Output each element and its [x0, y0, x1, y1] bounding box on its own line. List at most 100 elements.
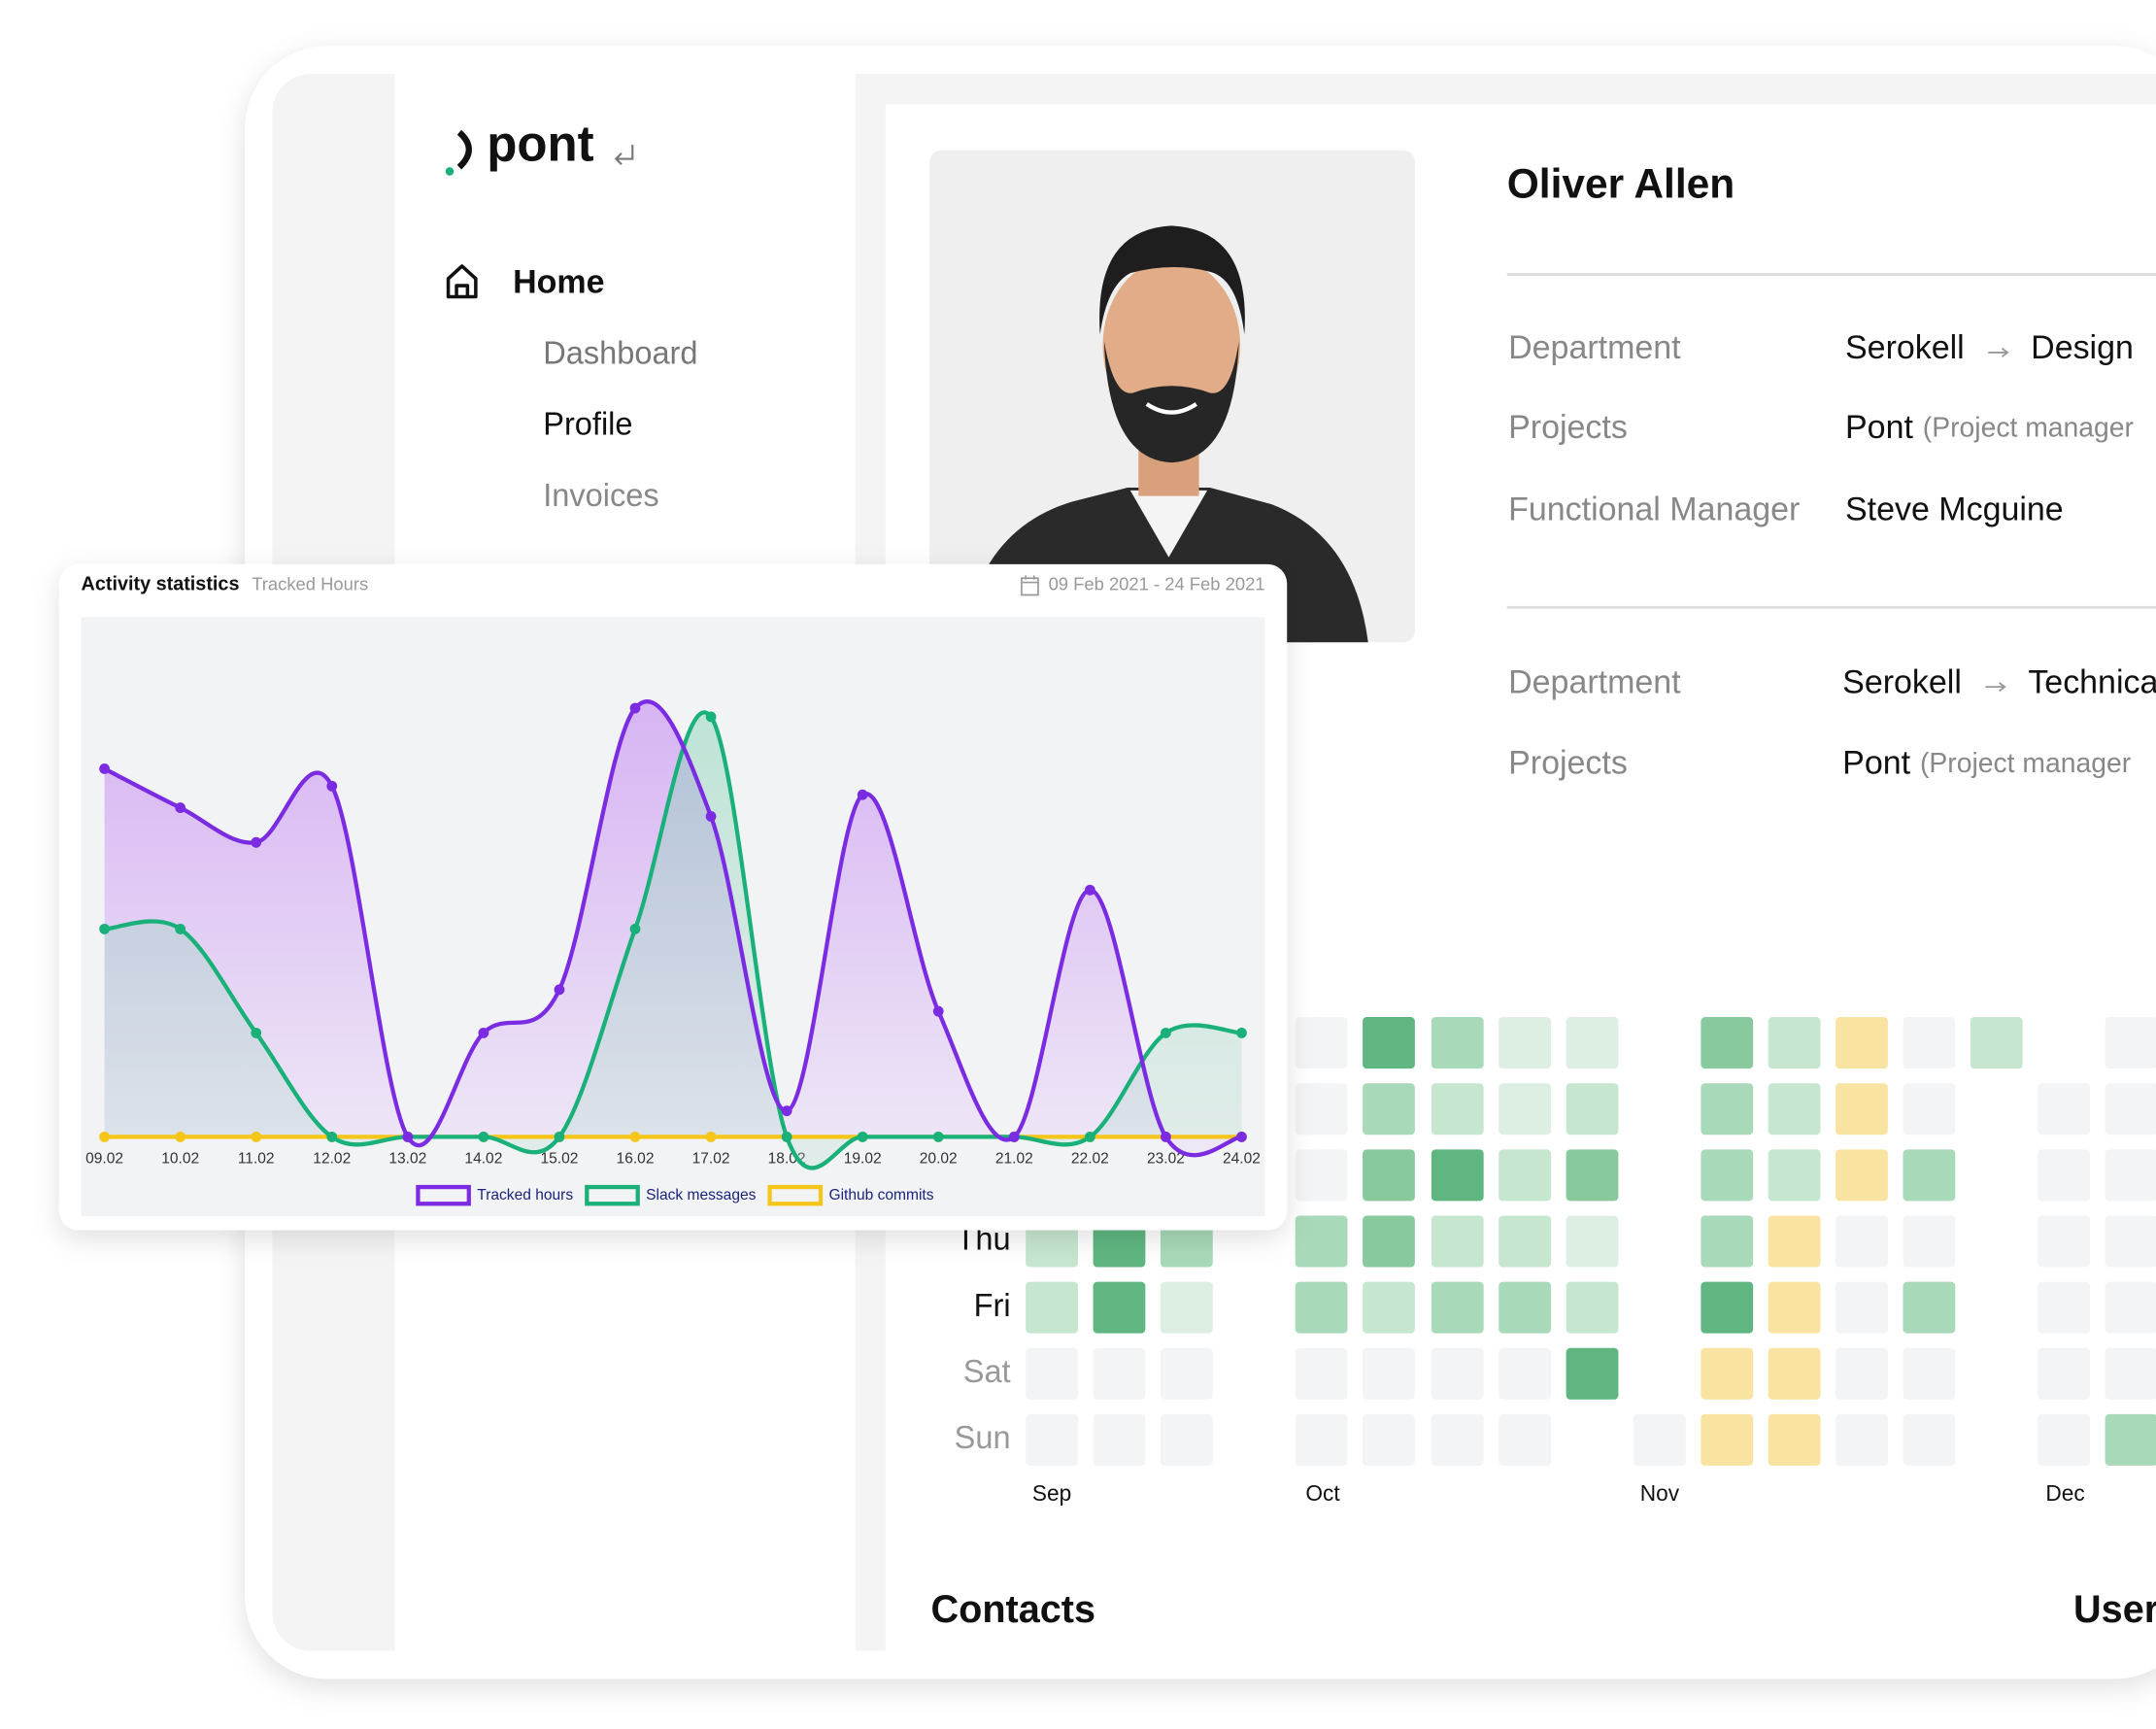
data-point — [175, 1131, 186, 1142]
logo-arrow — [614, 145, 634, 166]
data-point — [857, 1131, 868, 1142]
heatmap-cell — [1499, 1413, 1552, 1466]
data-point — [705, 1131, 717, 1142]
heatmap-cell — [1363, 1281, 1415, 1334]
data-point — [1236, 1131, 1247, 1142]
logo-mark — [456, 129, 472, 170]
heatmap-cell — [1701, 1347, 1754, 1400]
field-extra: (Project manager — [1923, 412, 2135, 443]
data-point — [629, 1131, 641, 1142]
heatmap-cell — [1566, 1083, 1619, 1136]
nav-item[interactable]: Dashboard — [543, 334, 697, 370]
heatmap-cell — [1160, 1347, 1213, 1400]
heatmap-cell — [1026, 1281, 1078, 1334]
legend-label[interactable]: Github commits — [828, 1187, 933, 1204]
x-tick-label: 24.02 — [1223, 1150, 1261, 1167]
section-title: Contacts — [931, 1588, 1096, 1631]
heatmap-cell — [2105, 1215, 2156, 1268]
heatmap-cell — [1093, 1281, 1146, 1334]
card-subtitle: Tracked Hours — [252, 573, 368, 593]
heatmap-cell — [1836, 1083, 1888, 1136]
heatmap-cell — [2038, 1083, 2091, 1136]
field-value: Pont — [1842, 744, 1910, 781]
legend-swatch[interactable] — [585, 1184, 640, 1206]
x-tick-label: 23.02 — [1147, 1150, 1185, 1167]
heatmap-cell — [1499, 1083, 1552, 1136]
legend-label[interactable]: Slack messages — [646, 1187, 756, 1204]
heatmap-cell — [1160, 1413, 1213, 1466]
x-tick-label: 13.02 — [388, 1150, 426, 1167]
heatmap-cell — [1970, 1017, 2023, 1069]
heatmap-cell — [1566, 1215, 1619, 1268]
heatmap-cell — [1768, 1281, 1821, 1334]
heatmap-cell — [1701, 1017, 1754, 1069]
legend-swatch[interactable] — [416, 1184, 471, 1206]
nav-item[interactable]: Profile — [543, 405, 632, 441]
heatmap-cell — [2105, 1083, 2156, 1136]
heatmap-cell — [1295, 1413, 1348, 1466]
heatmap-cell — [1768, 1413, 1821, 1466]
nav-item[interactable]: Invoices — [543, 477, 658, 513]
data-point — [175, 802, 186, 814]
month-label: Dec — [2045, 1480, 2084, 1506]
heatmap-cell — [2105, 1347, 2156, 1400]
month-label: Oct — [1305, 1480, 1340, 1506]
heatmap-cell — [1566, 1017, 1619, 1069]
field-label: Department — [1508, 663, 1681, 700]
heatmap-cell — [1836, 1017, 1888, 1069]
heatmap-cell — [1768, 1347, 1821, 1400]
heatmap-cell — [1160, 1281, 1213, 1334]
date-range[interactable]: 09 Feb 2021 - 24 Feb 2021 — [1049, 573, 1265, 593]
data-point — [781, 1131, 792, 1142]
data-point — [99, 763, 110, 774]
x-tick-label: 21.02 — [995, 1150, 1033, 1167]
data-point — [781, 1105, 792, 1117]
legend-swatch[interactable] — [767, 1184, 824, 1206]
heatmap-cell — [1363, 1413, 1415, 1466]
heatmap-cell — [1431, 1215, 1484, 1268]
card-title: Activity statistics — [82, 574, 240, 595]
data-point — [629, 702, 641, 714]
heatmap-cell — [1363, 1215, 1415, 1268]
heatmap-cell — [1701, 1149, 1754, 1202]
profile-name: Oliver Allen — [1507, 160, 1735, 207]
x-tick-label: 20.02 — [920, 1150, 958, 1167]
heatmap-cell — [1903, 1149, 1956, 1202]
day-label: Sat — [963, 1353, 1011, 1389]
heatmap-cell — [1093, 1347, 1146, 1400]
heatmap-cell — [1431, 1281, 1484, 1334]
heatmap-cell — [1295, 1017, 1348, 1069]
x-tick-label: 14.02 — [464, 1150, 502, 1167]
heatmap-cell — [1836, 1215, 1888, 1268]
nav-item[interactable]: Home — [513, 263, 604, 300]
heatmap-cell — [2038, 1149, 2091, 1202]
data-point — [175, 923, 186, 934]
x-tick-label: 15.02 — [540, 1150, 578, 1167]
data-point — [326, 780, 338, 792]
heatmap-cell — [1431, 1083, 1484, 1136]
heatmap-cell — [1903, 1347, 1956, 1400]
data-point — [402, 1131, 414, 1142]
heatmap-cell — [1903, 1281, 1956, 1334]
calendar-icon — [1021, 575, 1039, 596]
data-point — [478, 1027, 489, 1038]
legend-label[interactable]: Tracked hours — [477, 1187, 573, 1204]
heatmap-cell — [2105, 1017, 2156, 1069]
heatmap-cell — [1701, 1215, 1754, 1268]
heatmap-cell — [1295, 1281, 1348, 1334]
x-tick-label: 09.02 — [85, 1150, 123, 1167]
heatmap-cell — [1499, 1215, 1552, 1268]
heatmap-cell — [1768, 1017, 1821, 1069]
heatmap-cell — [1566, 1149, 1619, 1202]
heatmap-cell — [1701, 1281, 1754, 1334]
field-value: Serokell — [1842, 663, 1962, 700]
heatmap-cell — [1363, 1347, 1415, 1400]
x-tick-label: 22.02 — [1071, 1150, 1109, 1167]
data-point — [554, 1131, 565, 1142]
home-icon — [446, 264, 478, 299]
data-point — [1236, 1027, 1247, 1038]
data-point — [1008, 1131, 1020, 1142]
arrow-icon — [1985, 682, 2006, 693]
heatmap-cell — [1903, 1215, 1956, 1268]
